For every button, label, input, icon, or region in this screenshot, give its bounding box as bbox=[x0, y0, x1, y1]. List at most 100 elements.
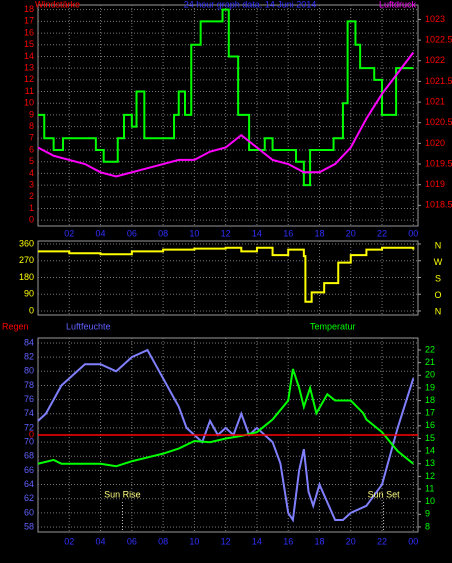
y-tick-label: 58 bbox=[24, 521, 34, 531]
y-tick-label: 15 bbox=[24, 39, 34, 49]
y2-tick-label: S bbox=[435, 273, 441, 283]
y-tick-label: 70 bbox=[24, 436, 34, 446]
y2-tick-label: N bbox=[435, 306, 442, 316]
y-tick-label: 60 bbox=[24, 507, 34, 517]
axis-title: Temperatur bbox=[310, 321, 356, 331]
y-tick-label: 4 bbox=[29, 168, 34, 178]
y2-tick-label: 9 bbox=[425, 509, 430, 519]
y2-tick-label: 22 bbox=[425, 344, 435, 354]
y2-tick-label: O bbox=[434, 290, 441, 300]
y-tick-label: 72 bbox=[24, 422, 34, 432]
plot-frame bbox=[37, 240, 419, 316]
y-tick-label: 14 bbox=[24, 51, 34, 61]
x-tick-label: 00 bbox=[408, 536, 418, 546]
chart-title: 24 hour graph data, 14 Juni 2014 bbox=[184, 0, 317, 9]
y2-tick-label: 11 bbox=[425, 483, 434, 493]
y-tick-label: 66 bbox=[24, 465, 34, 475]
x-tick-label: 08 bbox=[158, 536, 168, 546]
x-tick-label: 06 bbox=[127, 228, 137, 238]
y2-tick-label: W bbox=[434, 257, 443, 267]
axis-title: Luftfeuchte bbox=[66, 321, 111, 331]
y-tick-label: 6 bbox=[29, 144, 34, 154]
y-tick-label: 82 bbox=[24, 351, 34, 361]
y2-tick-label: 1021.5 bbox=[425, 76, 452, 86]
y2-tick-label: 21 bbox=[425, 357, 435, 367]
y-tick-label: 2 bbox=[29, 191, 34, 201]
y2-tick-label: 1020 bbox=[425, 138, 445, 148]
y2-tick-label: 1019 bbox=[425, 179, 445, 189]
y-tick-label: 0 bbox=[29, 215, 34, 225]
axis-title: Regen bbox=[2, 321, 29, 331]
y2-tick-label: 1022.5 bbox=[425, 34, 452, 44]
data-line bbox=[37, 348, 415, 523]
y2-tick-label: 18 bbox=[425, 395, 435, 405]
x-tick-label: 20 bbox=[346, 228, 356, 238]
y-tick-label: 84 bbox=[24, 337, 34, 347]
y2-tick-label: 15 bbox=[425, 433, 435, 443]
y2-tick-label: 1018.5 bbox=[425, 200, 452, 210]
x-tick-label: 16 bbox=[283, 228, 293, 238]
y2-tick-label: 14 bbox=[425, 445, 435, 455]
y-tick-label: 360 bbox=[19, 238, 34, 248]
y2-tick-label: 1019.5 bbox=[425, 158, 452, 168]
x-tick-label: 08 bbox=[158, 228, 168, 238]
y-tick-label: 10 bbox=[24, 98, 34, 108]
y2-tick-label: 1022 bbox=[425, 55, 445, 65]
x-tick-label: 18 bbox=[314, 228, 324, 238]
y3-tick-label: 0 bbox=[29, 429, 34, 439]
y-tick-label: 78 bbox=[24, 380, 34, 390]
y-tick-label: 64 bbox=[24, 479, 34, 489]
x-tick-label: 22 bbox=[377, 228, 387, 238]
y-tick-label: 1 bbox=[29, 203, 34, 213]
annotation: Sun Set bbox=[368, 489, 401, 499]
data-line bbox=[38, 246, 415, 303]
y-tick-label: 270 bbox=[19, 255, 34, 265]
y2-tick-label: 19 bbox=[425, 382, 435, 392]
x-tick-label: 14 bbox=[252, 536, 262, 546]
x-tick-label: 04 bbox=[96, 536, 106, 546]
y-tick-label: 12 bbox=[24, 74, 34, 84]
y-tick-label: 80 bbox=[24, 366, 34, 376]
data-line bbox=[38, 8, 414, 187]
x-tick-label: 12 bbox=[221, 536, 231, 546]
y-tick-label: 0 bbox=[29, 305, 34, 315]
y-tick-label: 5 bbox=[29, 156, 34, 166]
y2-tick-label: 13 bbox=[425, 458, 435, 468]
y-tick-label: 18 bbox=[24, 4, 34, 14]
x-tick-label: 20 bbox=[346, 536, 356, 546]
y-tick-label: 9 bbox=[29, 109, 34, 119]
y2-tick-label: 1023 bbox=[425, 14, 445, 24]
x-tick-label: 02 bbox=[64, 228, 74, 238]
y2-tick-label: 20 bbox=[425, 370, 435, 380]
y2-tick-label: 1021 bbox=[425, 96, 445, 106]
y-tick-label: 13 bbox=[24, 63, 34, 73]
x-tick-label: 02 bbox=[64, 536, 74, 546]
data-line bbox=[37, 368, 414, 468]
x-tick-label: 06 bbox=[127, 536, 137, 546]
y2-tick-label: 16 bbox=[425, 420, 435, 430]
y-tick-label: 90 bbox=[24, 289, 34, 299]
x-tick-label: 04 bbox=[96, 228, 106, 238]
y2-tick-label: 10 bbox=[425, 496, 435, 506]
y-tick-label: 7 bbox=[29, 133, 34, 143]
x-tick-label: 14 bbox=[252, 228, 262, 238]
axis-title: Windstärke bbox=[35, 0, 80, 9]
y2-tick-label: 17 bbox=[425, 408, 435, 418]
x-tick-label: 12 bbox=[221, 228, 231, 238]
x-tick-label: 16 bbox=[283, 536, 293, 546]
x-tick-label: 00 bbox=[408, 228, 418, 238]
y2-tick-label: 12 bbox=[425, 471, 435, 481]
y2-tick-label: 8 bbox=[425, 521, 430, 531]
axis-title: Luftdruck bbox=[379, 0, 417, 9]
y-tick-label: 74 bbox=[24, 408, 34, 418]
y-tick-label: 16 bbox=[24, 27, 34, 37]
y-tick-label: 8 bbox=[29, 121, 34, 131]
y-tick-label: 76 bbox=[24, 394, 34, 404]
x-tick-label: 18 bbox=[314, 536, 324, 546]
y-tick-label: 11 bbox=[25, 86, 34, 96]
y-tick-label: 62 bbox=[24, 493, 34, 503]
y-tick-label: 17 bbox=[24, 16, 34, 26]
x-tick-label: 10 bbox=[189, 228, 199, 238]
y-tick-label: 3 bbox=[29, 179, 34, 189]
